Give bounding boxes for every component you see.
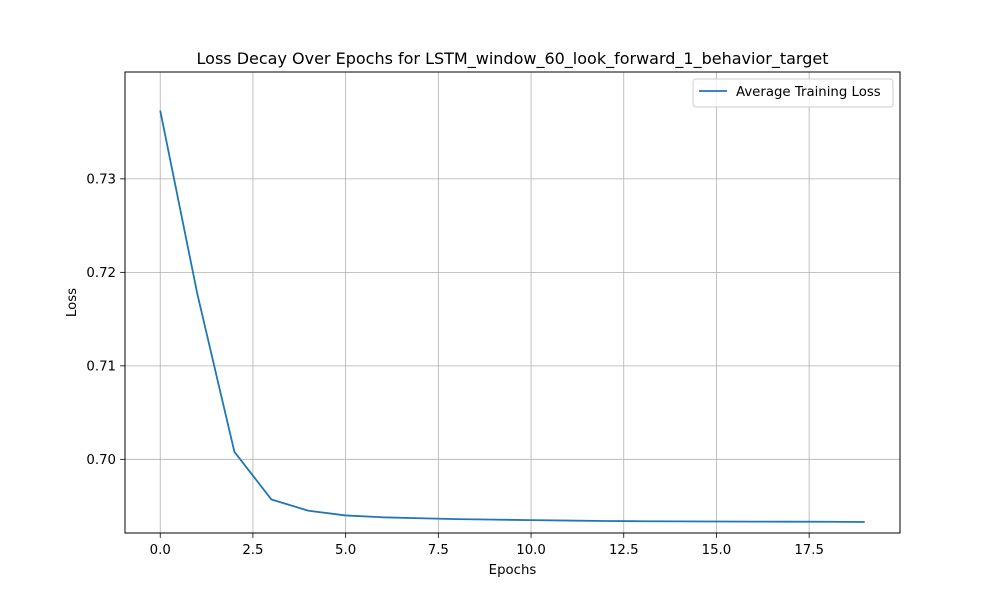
legend-label: Average Training Loss [736,85,881,100]
y-tick-label: 0.73 [86,173,116,188]
x-tick-label: 2.5 [242,543,263,558]
chart-title: Loss Decay Over Epochs for LSTM_window_6… [197,49,829,69]
series-line-average-training-loss [159,110,865,523]
x-tick-label: 0.0 [150,543,171,558]
series-group [159,110,865,523]
x-axis-label: Epochs [489,563,537,578]
y-tick-label: 0.70 [86,453,116,468]
y-tick-label: 0.71 [86,360,116,375]
x-tick-label: 7.5 [428,543,449,558]
x-tick-label: 5.0 [335,543,356,558]
axes-frame [124,71,901,534]
x-tick-label: 15.0 [702,543,732,558]
x-tick-label: 10.0 [516,543,546,558]
x-tick-label: 12.5 [609,543,639,558]
y-tick-label: 0.72 [86,266,116,281]
tick-group: 0.0 2.5 5.0 7.5 10.0 12.5 15.0 17.5 0.70 0.71 0.72… [86,173,824,558]
legend-box [692,78,894,108]
x-tick-label: 17.5 [794,543,824,558]
legend: Average Training Loss [692,78,894,108]
grid-lines [125,72,900,533]
y-axis-label: Loss [65,288,80,317]
